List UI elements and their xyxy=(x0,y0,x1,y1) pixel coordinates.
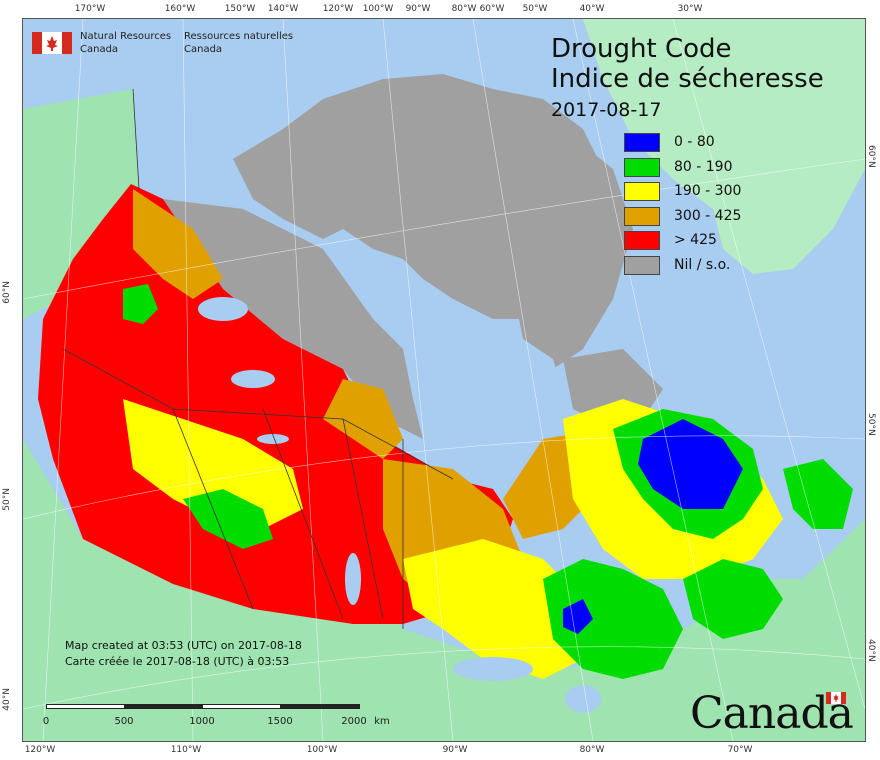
great-slave-lake xyxy=(231,370,275,388)
graticule-label-top: 30°W xyxy=(677,4,703,14)
legend-swatch xyxy=(624,157,660,177)
canada-wordmark: Canada xyxy=(690,688,854,739)
scale-label: 1500 xyxy=(267,716,293,727)
legend-swatch xyxy=(624,182,660,201)
graticule-label-top: 90°W xyxy=(405,4,431,14)
legend-label: 80 - 190 xyxy=(674,158,733,175)
department-fr-line1: Ressources naturelles xyxy=(184,31,294,42)
maritime-green xyxy=(683,559,783,639)
legend-label: Nil / s.o. xyxy=(674,256,731,273)
scale-segment xyxy=(124,704,203,709)
baffin-nil xyxy=(493,129,633,369)
legend-label: 0 - 80 xyxy=(674,134,715,150)
prairie-green xyxy=(183,489,273,549)
graticule-label-left: 60°N xyxy=(2,281,12,304)
graticule-label-top: 120°W xyxy=(322,4,354,14)
graticule-label-left: 40°N xyxy=(2,688,12,711)
graticule-label-right: 50°N xyxy=(866,413,876,436)
great-bear-lake xyxy=(198,297,248,321)
se-blue xyxy=(563,599,593,634)
graticule-label-bottom: 100°W xyxy=(306,745,338,755)
credit-en: Map created at 03:53 (UTC) on 2017-08-18 xyxy=(65,639,302,652)
title-fr: Indice de sécheresse xyxy=(551,64,824,94)
graticule-label-top: 80°W xyxy=(451,4,477,14)
legend-swatch xyxy=(624,231,660,250)
scale-label: 2000 xyxy=(341,716,367,727)
graticule-label-top: 170°W xyxy=(74,4,106,14)
graticule-label-top: 140°W xyxy=(267,4,299,14)
hudson-bay xyxy=(403,319,568,479)
prairie-yellow xyxy=(123,399,303,529)
legend-swatch xyxy=(624,206,660,226)
scale-segment xyxy=(46,704,125,709)
canada-flag-icon xyxy=(32,32,72,54)
lake-winnipeg xyxy=(345,553,361,605)
title-en: Drought Code xyxy=(551,34,732,64)
wordmark-flag-icon xyxy=(826,692,846,704)
lake-athabasca xyxy=(257,434,289,444)
scale-label: 1000 xyxy=(189,716,215,727)
graticule-label-bottom: 70°W xyxy=(727,745,753,755)
nfld xyxy=(783,459,853,529)
graticule-label-bottom: 120°W xyxy=(24,745,56,755)
scale-bar: 0 500 1000 1500 2000 km xyxy=(42,704,390,734)
graticule-label-left: 50°N xyxy=(2,488,12,511)
greenland xyxy=(583,19,865,274)
graticule-label-top: 60°W xyxy=(479,4,505,14)
quebec-blue xyxy=(638,419,743,509)
graticule xyxy=(23,19,865,741)
legend-label: 300 - 425 xyxy=(674,207,742,224)
ontario-yellow xyxy=(403,539,583,679)
credit-fr: Carte créée le 2017-08-18 (UTC) à 03:53 xyxy=(65,655,290,668)
graticule-label-top: 100°W xyxy=(362,4,394,14)
map-title: Drought Code Indice de sécheresse 2017-0… xyxy=(551,34,824,124)
scale-unit: km xyxy=(374,716,390,727)
legend-swatch xyxy=(624,255,660,275)
graticule-label-right: 60°N xyxy=(866,145,876,168)
hudson-west-nil xyxy=(163,199,443,439)
department-en-line2: Canada xyxy=(80,44,119,55)
lake-superior xyxy=(453,657,533,681)
legend-label: 190 - 300 xyxy=(674,183,742,199)
map-canvas xyxy=(22,18,866,742)
scale-label: 500 xyxy=(114,716,134,727)
department-fr-line2: Canada xyxy=(184,44,223,55)
map-credit: Map created at 03:53 (UTC) on 2017-08-18… xyxy=(65,638,302,670)
scale-label: 0 xyxy=(42,716,50,727)
west-orange xyxy=(133,189,223,299)
graticule-label-top: 50°W xyxy=(522,4,548,14)
mid-orange xyxy=(323,379,403,459)
graticule-label-bottom: 110°W xyxy=(170,745,202,755)
alaska xyxy=(23,89,139,319)
map-date: 2017-08-17 xyxy=(551,99,662,121)
scale-segment xyxy=(202,704,281,709)
graticule-label-top: 150°W xyxy=(224,4,256,14)
yukon-green xyxy=(123,284,158,324)
graticule-label-top: 40°W xyxy=(579,4,605,14)
drought-map xyxy=(23,19,865,741)
scale-segment xyxy=(280,704,360,709)
legend-swatch xyxy=(624,133,660,152)
graticule-label-bottom: 80°W xyxy=(579,745,605,755)
graticule-label-bottom: 90°W xyxy=(442,745,468,755)
graticule-label-top: 160°W xyxy=(164,4,196,14)
provincial-borders xyxy=(62,88,454,629)
legend-label: > 425 xyxy=(674,232,717,248)
department-en-line1: Natural Resources xyxy=(80,31,172,42)
lake-huron xyxy=(565,685,601,713)
graticule-label-right: 40°N xyxy=(866,639,876,662)
